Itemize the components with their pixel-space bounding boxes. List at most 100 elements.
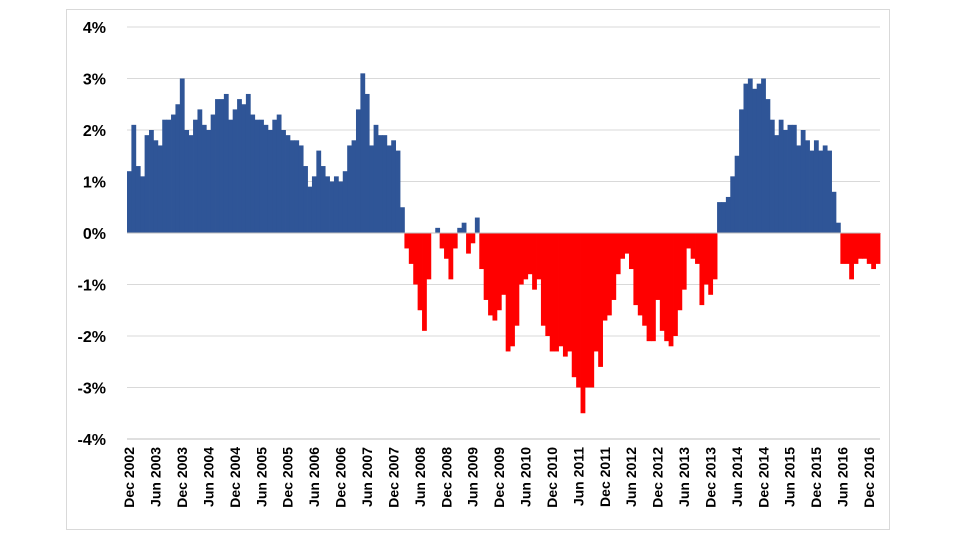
bar-negative	[501, 233, 507, 295]
bar-positive	[320, 166, 326, 233]
x-tick-label: Dec 2016	[861, 447, 877, 508]
bar-positive	[400, 207, 405, 233]
bar-negative	[620, 233, 625, 259]
bar-positive	[289, 140, 295, 233]
bar-positive	[188, 135, 194, 233]
bar-positive	[752, 88, 758, 233]
bar-negative	[690, 233, 696, 259]
y-tick-label: -4%	[78, 432, 106, 449]
bar-negative	[589, 233, 595, 388]
bar-positive	[730, 176, 736, 233]
bar-negative	[554, 233, 559, 352]
bar-positive	[787, 124, 793, 233]
bar-negative	[593, 233, 599, 352]
bar-positive	[303, 166, 308, 233]
bar-positive	[316, 150, 322, 233]
bar-negative	[655, 233, 661, 300]
bar-negative	[875, 233, 881, 264]
bar-negative	[444, 233, 449, 259]
bar-positive	[461, 222, 467, 233]
x-tick-label: Jun 2006	[306, 447, 322, 507]
bar-positive	[325, 176, 330, 233]
bar-negative	[422, 233, 427, 331]
y-tick-label: -3%	[78, 381, 106, 398]
bar-positive	[263, 124, 269, 233]
bar-negative	[659, 233, 665, 331]
x-tick-label: Dec 2003	[174, 447, 190, 508]
bar-negative	[483, 233, 489, 300]
bar-positive	[179, 78, 185, 233]
bar-positive	[127, 171, 132, 233]
x-tick-label: Jun 2009	[465, 447, 481, 507]
bar-negative	[668, 233, 674, 347]
bar-positive	[144, 135, 150, 233]
bar-positive	[311, 176, 317, 233]
bar-positive	[206, 130, 212, 233]
bar-negative	[527, 233, 533, 275]
bar-positive	[250, 114, 256, 233]
bar-positive	[245, 93, 251, 233]
bar-positive	[215, 99, 220, 233]
bar-positive	[761, 78, 766, 233]
bar-positive	[765, 99, 771, 233]
x-tick-label: Jun 2004	[200, 447, 216, 507]
bar-positive	[391, 140, 397, 233]
bar-negative	[866, 233, 872, 264]
bar-negative	[611, 233, 617, 300]
bar-negative	[470, 233, 476, 244]
bar-positive	[734, 155, 740, 233]
bar-positive	[131, 124, 137, 233]
bar-negative	[426, 233, 432, 280]
bar-negative	[545, 233, 551, 336]
bar-negative	[580, 233, 586, 414]
bar-negative	[488, 233, 493, 316]
bar-positive	[197, 109, 203, 233]
y-tick-label: 2%	[83, 123, 106, 140]
bar-positive	[232, 109, 238, 233]
bar-negative	[844, 233, 850, 264]
x-axis-tick-labels: Dec 2002 Jun 2003 Dec 2003 Jun 2004 Dec 2004…	[121, 447, 891, 508]
x-tick-label: Jun 2015	[782, 447, 798, 507]
bar-negative	[642, 233, 648, 326]
bar-positive	[184, 130, 190, 233]
bar-positive	[347, 145, 352, 233]
bar-positive	[166, 119, 172, 233]
bar-positive	[193, 119, 198, 233]
bar-negative	[466, 233, 471, 254]
bar-positive	[827, 150, 832, 233]
bar-positive	[774, 135, 780, 233]
bar-positive	[259, 119, 264, 233]
bar-negative	[408, 233, 414, 264]
bar-positive	[369, 145, 374, 233]
bar-positive	[333, 176, 339, 233]
x-tick-label: Jun 2013	[676, 447, 692, 507]
bar-positive	[809, 150, 815, 233]
x-tick-label: Jun 2010	[518, 447, 534, 507]
bar-positive	[241, 104, 247, 233]
bar-negative	[602, 233, 608, 321]
bar-negative	[853, 233, 859, 264]
y-tick-label: 0%	[83, 226, 106, 243]
bar-positive	[140, 176, 146, 233]
bar-negative	[536, 233, 542, 280]
x-tick-label: Jun 2017	[887, 447, 891, 507]
bar-positive	[457, 227, 463, 233]
bar-positive	[153, 140, 159, 233]
x-tick-label: Dec 2011	[597, 447, 613, 507]
x-tick-label: Jun 2007	[359, 447, 375, 507]
bar-positive	[778, 119, 784, 233]
x-tick-label: Dec 2002	[121, 447, 137, 508]
bar-positive	[747, 78, 753, 233]
bar-positive	[805, 140, 810, 233]
bar-negative	[576, 233, 581, 388]
bar-positive	[756, 83, 762, 234]
bar-positive	[739, 109, 744, 233]
bar-negative	[492, 233, 498, 321]
bar-negative	[505, 233, 511, 352]
bar-negative	[615, 233, 621, 275]
bar-positive	[835, 222, 841, 233]
bar-positive	[201, 124, 207, 233]
bar-negative	[404, 233, 410, 249]
x-tick-label: Dec 2005	[280, 447, 296, 508]
bar-positive	[813, 140, 819, 233]
